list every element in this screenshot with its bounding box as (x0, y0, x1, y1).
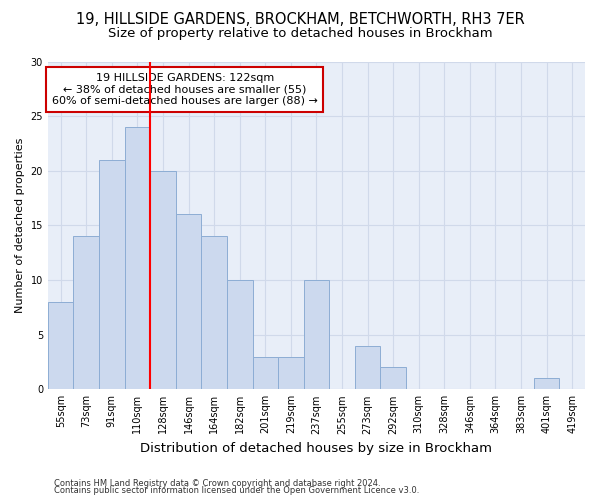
Bar (125, 127, 150, 390)
Bar (355, 346, 380, 390)
Bar (278, 356, 304, 390)
Bar (227, 280, 253, 390)
Text: 19 HILLSIDE GARDENS: 122sqm
← 38% of detached houses are smaller (55)
60% of sem: 19 HILLSIDE GARDENS: 122sqm ← 38% of det… (52, 73, 318, 106)
X-axis label: Distribution of detached houses by size in Brockham: Distribution of detached houses by size … (140, 442, 493, 455)
Bar (304, 280, 329, 390)
Bar (150, 171, 176, 390)
Bar (380, 368, 406, 390)
Bar (253, 356, 278, 390)
Text: 19, HILLSIDE GARDENS, BROCKHAM, BETCHWORTH, RH3 7ER: 19, HILLSIDE GARDENS, BROCKHAM, BETCHWOR… (76, 12, 524, 28)
Bar (73, 236, 99, 390)
Y-axis label: Number of detached properties: Number of detached properties (15, 138, 25, 313)
Bar (48, 302, 73, 390)
Bar (176, 214, 202, 390)
Text: Contains HM Land Registry data © Crown copyright and database right 2024.: Contains HM Land Registry data © Crown c… (54, 478, 380, 488)
Bar (99, 160, 125, 390)
Text: Size of property relative to detached houses in Brockham: Size of property relative to detached ho… (107, 28, 493, 40)
Bar (534, 378, 559, 390)
Text: Contains public sector information licensed under the Open Government Licence v3: Contains public sector information licen… (54, 486, 419, 495)
Bar (202, 236, 227, 390)
